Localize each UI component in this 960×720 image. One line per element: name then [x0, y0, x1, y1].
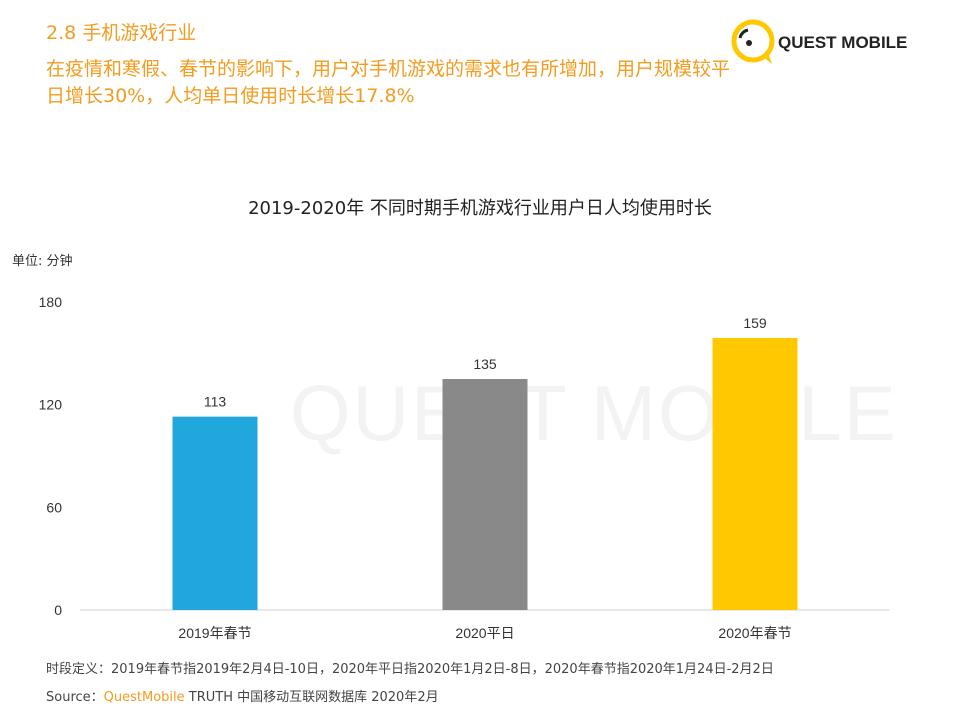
data-label: 113 — [204, 394, 227, 410]
quest-mobile-logo-icon — [731, 19, 775, 64]
source-brand: QuestMobile — [103, 690, 185, 705]
source-note: Source：QuestMobile TRUTH 中国移动互联网数据库 2020… — [46, 686, 439, 705]
bar — [712, 337, 798, 610]
source-text: TRUTH 中国移动互联网数据库 2020年2月 — [184, 690, 439, 705]
y-tick-label: 180 — [39, 294, 63, 310]
x-tick-label: 2020年春节 — [718, 625, 791, 641]
data-label: 159 — [743, 315, 767, 331]
data-label: 135 — [473, 356, 497, 372]
bar — [442, 379, 528, 610]
bar-chart: 0 60 120 180 113 2019年春节 135 2020平日 159 2020年春节 — [39, 294, 890, 641]
x-tick-label: 2019年春节 — [178, 625, 251, 641]
y-axis-unit: 单位: 分钟 — [12, 254, 73, 269]
section-title: 2.8 手机游戏行业 — [46, 22, 197, 44]
period-definition: 时段定义：2019年春节指2019年2月4日-10日，2020年平日指2020年… — [46, 662, 774, 677]
logo-text: QUEST MOBILE — [778, 33, 908, 52]
x-tick-label: 2020平日 — [455, 625, 514, 641]
y-tick-label: 60 — [46, 499, 62, 515]
source-label: Source： — [46, 690, 104, 705]
y-tick-label: 0 — [54, 602, 62, 618]
slide-subtitle: 在疫情和寒假、春节的影响下，用户对手机游戏的需求也有所增加，用户规模较平日增长3… — [46, 58, 731, 107]
bar — [172, 416, 258, 610]
y-tick-label: 120 — [39, 397, 63, 413]
chart-title: 2019-2020年 不同时期手机游戏行业用户日人均使用时长 — [248, 198, 712, 219]
